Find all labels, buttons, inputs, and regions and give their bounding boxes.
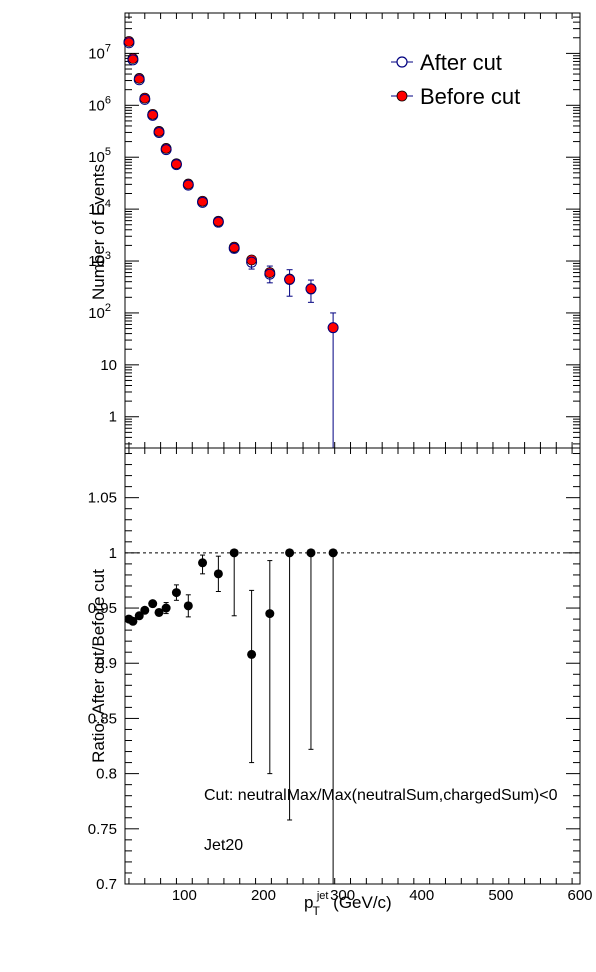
top-y-tick-label: 1 bbox=[109, 409, 117, 426]
ratio-point bbox=[285, 548, 294, 557]
top-y-axis-title: Number of Events bbox=[89, 164, 108, 300]
tick-base: 10 bbox=[88, 97, 105, 114]
bottom-y-tick-label: 1.05 bbox=[88, 490, 117, 507]
ratio-point bbox=[214, 569, 223, 578]
legend-label-after-cut: After cut bbox=[420, 50, 502, 75]
x-axis-title-sub: T bbox=[312, 904, 320, 918]
legend-after-marker bbox=[397, 57, 407, 67]
tick-base: 10 bbox=[88, 305, 105, 322]
cut-annotation: Cut: neutralMax/Max(neutralSum,chargedSu… bbox=[204, 787, 558, 804]
bottom-y-tick-label: 0.75 bbox=[88, 821, 117, 838]
bottom-y-tick-label: 0.7 bbox=[96, 876, 117, 893]
tick-exponent: 5 bbox=[105, 146, 111, 158]
tick-base: 10 bbox=[88, 45, 105, 62]
bottom-x-tick-label: 200 bbox=[251, 887, 276, 904]
x-axis-title-unit: (GeV/c) bbox=[328, 893, 391, 912]
before-cut-point bbox=[171, 159, 181, 169]
bottom-y-tick-label: 0.8 bbox=[96, 766, 117, 783]
legend-before-marker bbox=[397, 91, 407, 101]
ratio-point bbox=[247, 650, 256, 659]
ratio-point bbox=[329, 548, 338, 557]
ratio-point bbox=[162, 604, 171, 613]
ratio-point bbox=[265, 609, 274, 618]
bottom-y-axis-title: Ratio: After cut/Before cut bbox=[89, 569, 108, 763]
bottom-x-tick-label: 100 bbox=[172, 887, 197, 904]
tick-exponent: 2 bbox=[105, 302, 111, 314]
ratio-point bbox=[184, 601, 193, 610]
tick-base: 10 bbox=[88, 149, 105, 166]
bottom-x-tick-label: 500 bbox=[488, 887, 513, 904]
legend-label-before-cut: Before cut bbox=[420, 84, 520, 109]
tick-exponent: 7 bbox=[105, 42, 111, 54]
before-cut-point bbox=[247, 255, 257, 265]
ratio-point bbox=[306, 548, 315, 557]
ratio-point bbox=[140, 606, 149, 615]
x-axis-title-sup: jet bbox=[316, 890, 329, 902]
bottom-y-tick-label: 1 bbox=[109, 545, 117, 562]
trigger-annotation: Jet20 bbox=[204, 837, 243, 854]
ratio-point bbox=[172, 588, 181, 597]
ratio-point bbox=[148, 599, 157, 608]
before-cut-point bbox=[213, 216, 223, 226]
ratio-point bbox=[198, 558, 207, 567]
top-y-tick-label: 10 bbox=[100, 357, 117, 374]
bottom-x-tick-label: 600 bbox=[567, 887, 592, 904]
tick-exponent: 6 bbox=[105, 94, 111, 106]
ratio-point bbox=[230, 548, 239, 557]
bottom-x-tick-label: 400 bbox=[409, 887, 434, 904]
